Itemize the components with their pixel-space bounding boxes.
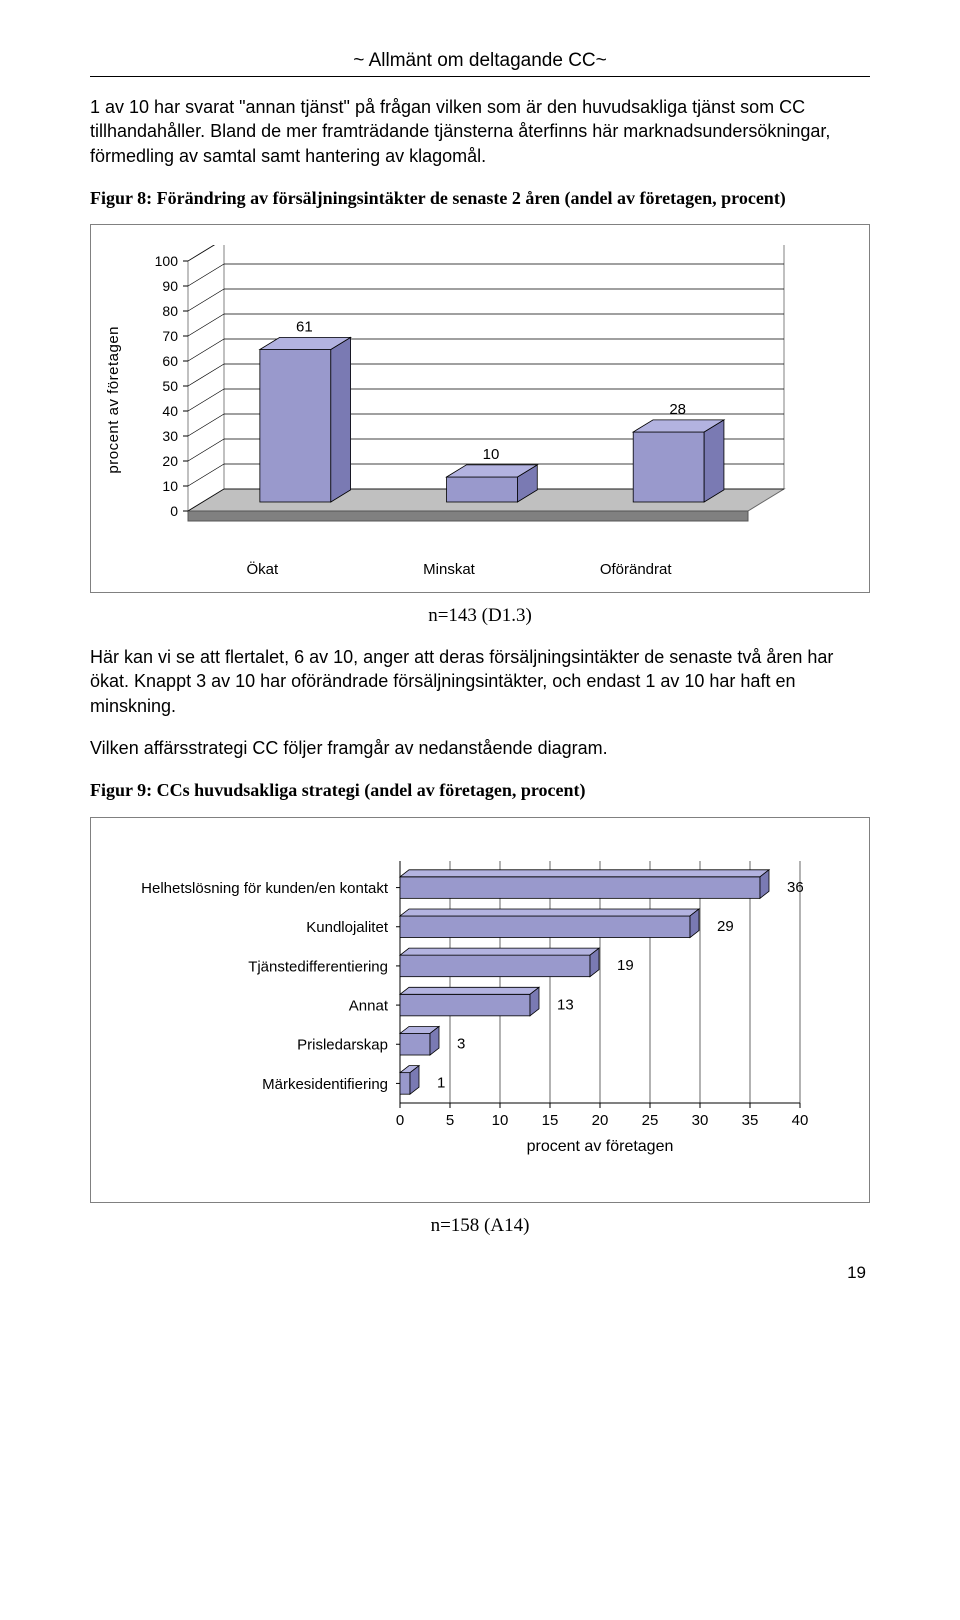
svg-text:80: 80 <box>162 303 178 319</box>
svg-text:36: 36 <box>787 879 804 896</box>
svg-text:30: 30 <box>162 428 178 444</box>
svg-text:Helhetslösning för kunden/en k: Helhetslösning för kunden/en kontakt <box>141 880 389 897</box>
svg-text:3: 3 <box>457 1035 465 1052</box>
svg-text:5: 5 <box>446 1112 454 1129</box>
svg-text:30: 30 <box>692 1112 709 1129</box>
page-number: 19 <box>90 1263 870 1283</box>
svg-text:100: 100 <box>155 253 179 269</box>
svg-text:Märkesidentifiering: Märkesidentifiering <box>262 1075 388 1092</box>
svg-text:35: 35 <box>742 1112 759 1129</box>
figure-9-caption: Figur 9: CCs huvudsakliga strategi (ande… <box>90 778 870 802</box>
svg-text:28: 28 <box>669 401 686 418</box>
svg-text:10: 10 <box>483 446 500 463</box>
figure-8-note: n=143 (D1.3) <box>90 605 870 627</box>
figure-8-caption: Figur 8: Förändring av försäljningsintäk… <box>90 186 870 210</box>
svg-text:Tjänstedifferentiering: Tjänstedifferentiering <box>248 958 388 975</box>
vchart-y-axis-label: procent av företagen <box>105 326 122 474</box>
vchart-category-label: Oförändrat <box>542 561 729 578</box>
svg-text:Kundlojalitet: Kundlojalitet <box>306 919 389 936</box>
page-header-title: ~ Allmänt om deltagande CC~ <box>90 50 870 72</box>
svg-text:0: 0 <box>396 1112 404 1129</box>
hchart-svg: 0 5 10 15 20 25 30 35 40 procent av företagen 36 He… <box>120 848 840 1188</box>
svg-text:13: 13 <box>557 996 574 1013</box>
svg-text:20: 20 <box>592 1112 609 1129</box>
paragraph-2: Här kan vi se att flertalet, 6 av 10, an… <box>90 645 870 718</box>
svg-text:Annat: Annat <box>349 997 389 1014</box>
svg-text:19: 19 <box>617 957 634 974</box>
svg-text:40: 40 <box>792 1112 809 1129</box>
svg-text:15: 15 <box>542 1112 559 1129</box>
vchart-category-label: Minskat <box>356 561 543 578</box>
svg-text:40: 40 <box>162 403 178 419</box>
vchart-category-label: Ökat <box>169 561 356 578</box>
svg-text:procent av företagen: procent av företagen <box>527 1138 674 1155</box>
svg-text:61: 61 <box>296 319 313 336</box>
svg-text:25: 25 <box>642 1112 659 1129</box>
svg-text:10: 10 <box>162 478 178 494</box>
vchart-category-labels: ÖkatMinskatOförändrat <box>169 561 729 578</box>
figure-9-note: n=158 (A14) <box>90 1215 870 1237</box>
figure-8-chart: procent av företagen 0 10 20 30 40 50 60 70 80 90… <box>90 224 870 593</box>
svg-text:29: 29 <box>717 918 734 935</box>
svg-text:50: 50 <box>162 378 178 394</box>
svg-text:Prisledarskap: Prisledarskap <box>297 1036 388 1053</box>
svg-text:60: 60 <box>162 353 178 369</box>
vchart-svg: 0 10 20 30 40 50 60 70 80 90 100 61 10 28 <box>128 245 808 555</box>
svg-text:70: 70 <box>162 328 178 344</box>
svg-text:90: 90 <box>162 278 178 294</box>
svg-text:10: 10 <box>492 1112 509 1129</box>
paragraph-1: 1 av 10 har svarat "annan tjänst" på frå… <box>90 95 870 168</box>
svg-text:1: 1 <box>437 1074 445 1091</box>
header-divider <box>90 76 870 77</box>
svg-text:20: 20 <box>162 453 178 469</box>
svg-text:0: 0 <box>170 503 178 519</box>
paragraph-3: Vilken affärsstrategi CC följer framgår … <box>90 736 870 760</box>
figure-9-chart: 0 5 10 15 20 25 30 35 40 procent av företagen 36 He… <box>90 817 870 1203</box>
